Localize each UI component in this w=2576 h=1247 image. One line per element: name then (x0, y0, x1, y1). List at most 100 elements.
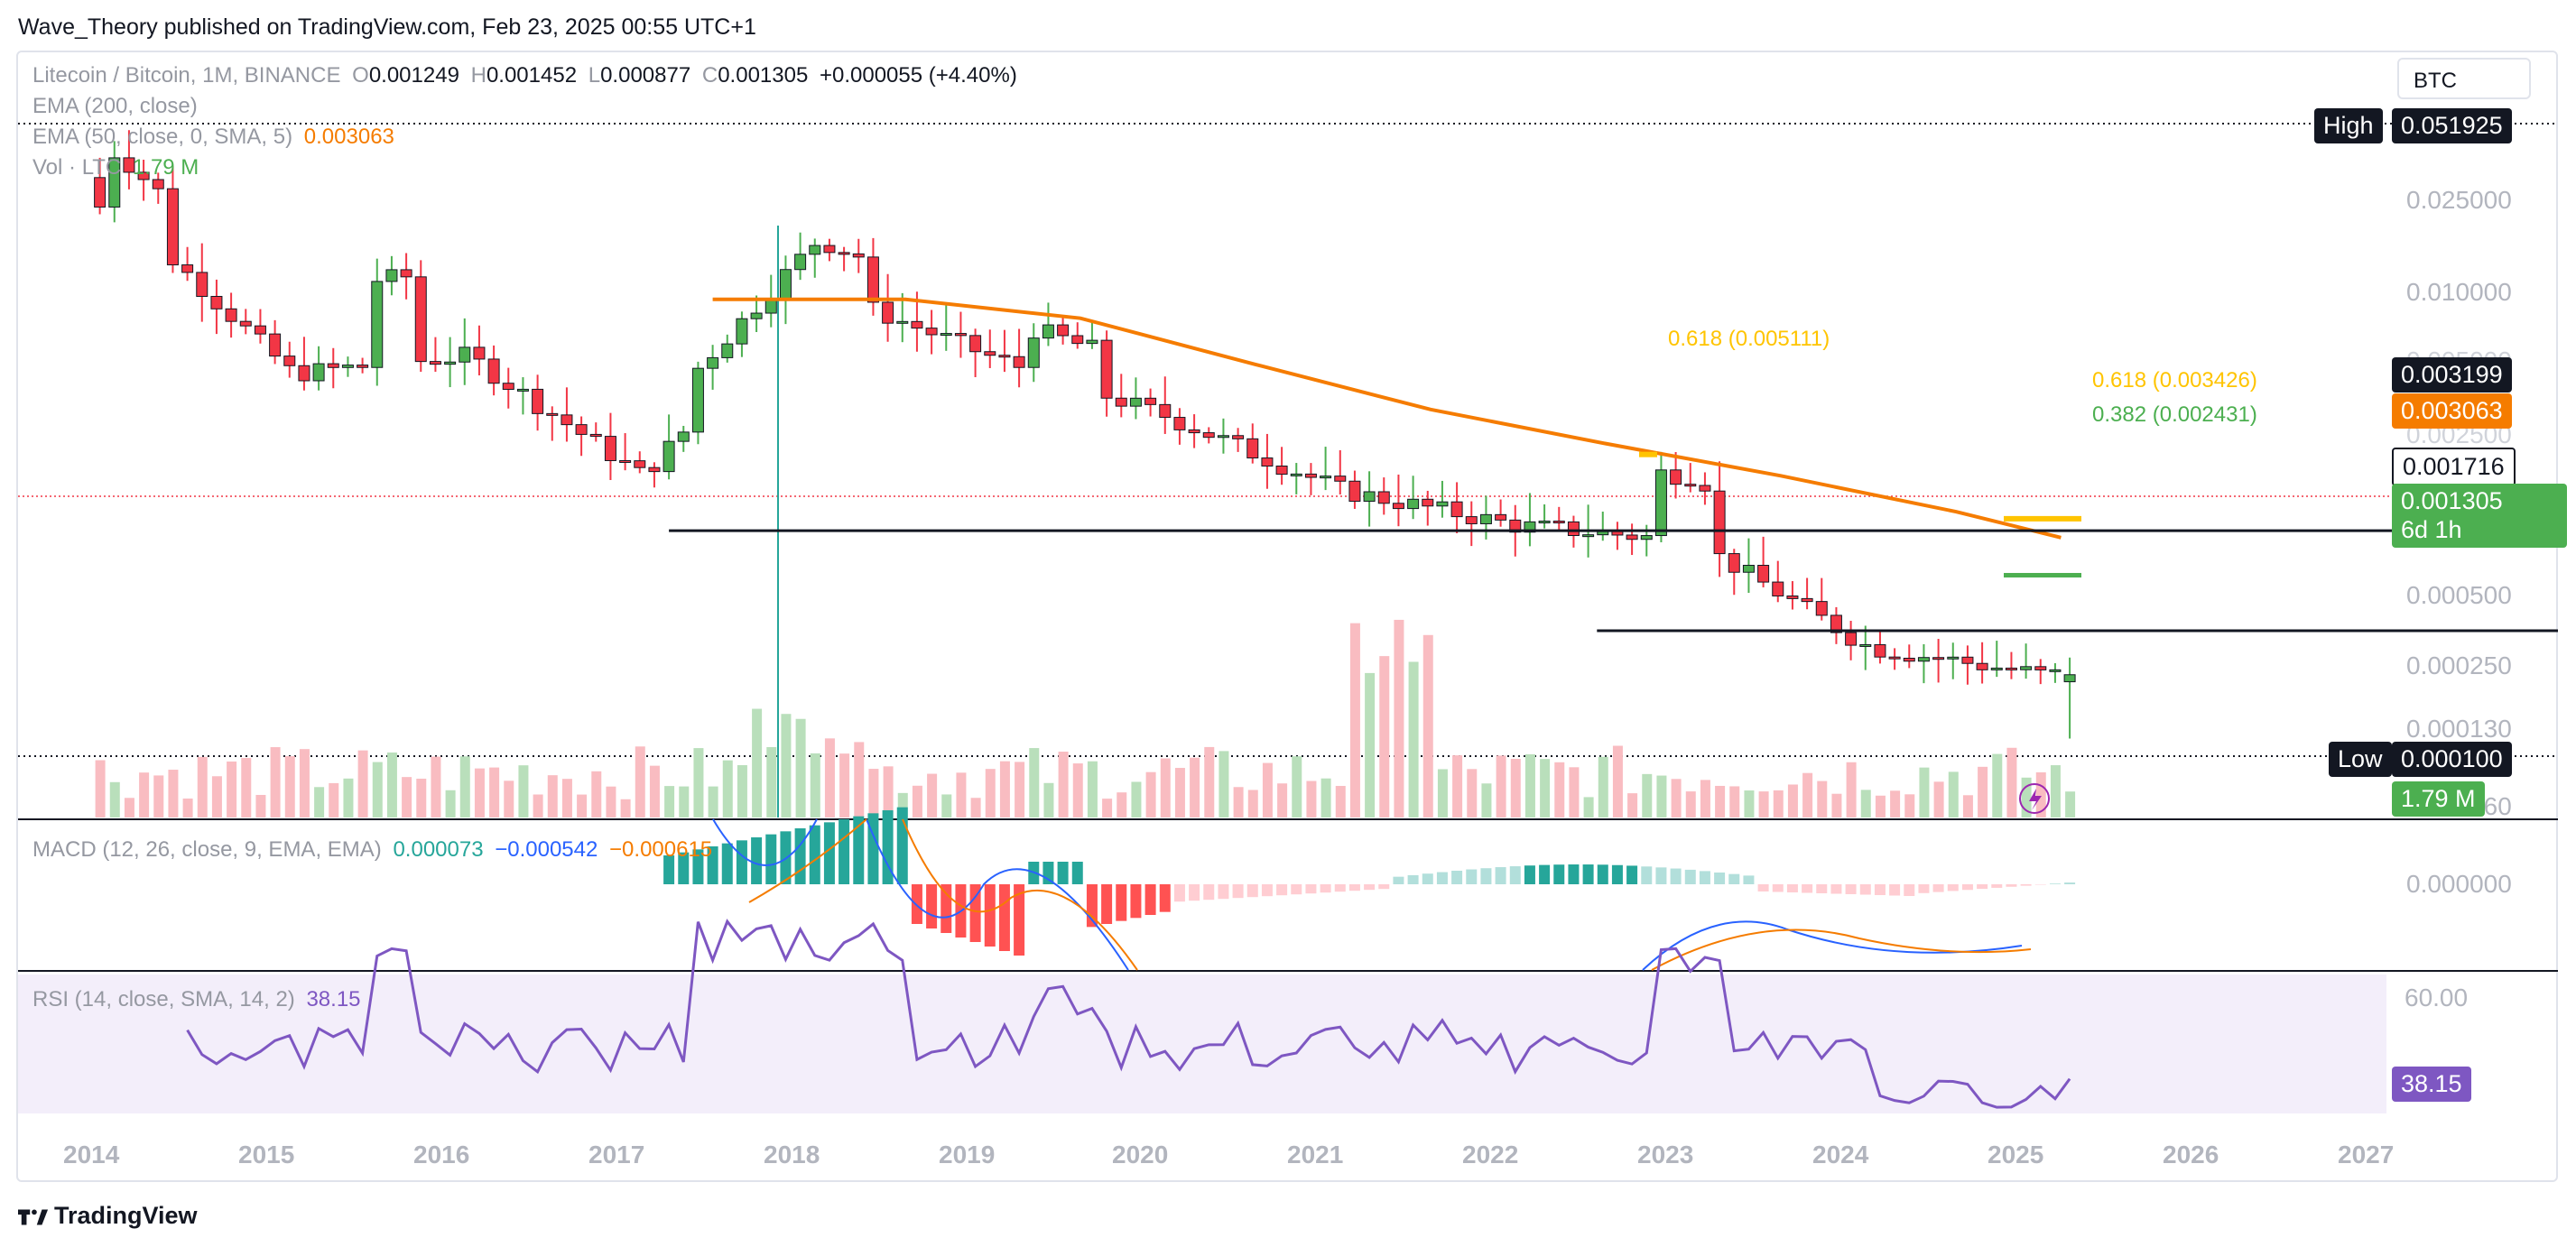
candle-body (269, 333, 282, 357)
tradingview-logo[interactable]: TradingView (18, 1202, 198, 1230)
x-tick: 2023 (1637, 1141, 1694, 1168)
candle-body (123, 157, 135, 173)
x-tick: 2024 (1812, 1141, 1869, 1168)
macd-hist-bar (1422, 873, 1433, 884)
ema200-legend[interactable]: EMA (200, close) (32, 94, 203, 119)
x-tick: 2015 (238, 1141, 295, 1168)
macd-hist-bar (867, 813, 879, 884)
candle-body (882, 301, 894, 324)
candle-body (181, 264, 194, 273)
candle-body (1684, 484, 1697, 487)
volume-bar (1043, 782, 1054, 817)
macd-hist-bar (969, 884, 981, 942)
candle-body (1874, 643, 1886, 658)
volume-bar (1452, 755, 1463, 817)
macd-hist-bar (1582, 864, 1594, 884)
candle-body (1320, 476, 1332, 479)
volume-bar (810, 753, 820, 817)
volume-bar (1860, 790, 1871, 817)
volume-bar (1802, 772, 1813, 817)
candle-body (1115, 397, 1127, 407)
macd-hist-bar (1772, 884, 1784, 892)
symbol-legend: Litecoin / Bitcoin, 1M, BINANCE O0.00124… (32, 63, 1017, 88)
macd-hist-bar (1014, 884, 1025, 956)
volume-bar (1642, 773, 1653, 817)
volume-bar (518, 765, 529, 817)
ema50-legend[interactable]: EMA (50, close, 0, SMA, 5) 0.003063 (32, 125, 400, 150)
volume-bar (139, 772, 150, 817)
macd-hist-bar (1743, 875, 1755, 884)
macd-hist-bar (1757, 884, 1769, 891)
volume-bar (897, 792, 908, 817)
macd-hist-bar (1276, 884, 1288, 896)
macd-hist-bar (1597, 864, 1608, 884)
macd-line (712, 818, 2023, 971)
macd-hist-bar (1728, 873, 1740, 884)
currency-selector[interactable]: BTC (2397, 58, 2531, 99)
volume-bar (357, 750, 368, 817)
candle-body (1290, 473, 1302, 476)
volume-bar (1569, 767, 1580, 817)
candle-body (1815, 601, 1828, 616)
macd-hist-bar (1684, 869, 1696, 884)
volume-bar (839, 753, 850, 817)
candle-body (196, 272, 208, 297)
macd-hist-bar (1116, 884, 1127, 921)
macd-hist-bar (1451, 870, 1463, 884)
macd-hist-bar (1568, 864, 1580, 884)
candle-body (1275, 466, 1288, 476)
macd-hist-bar (882, 810, 894, 884)
rsi-legend[interactable]: RSI (14, close, SMA, 14, 2) 38.15 (32, 987, 366, 1012)
symbol-name[interactable]: Litecoin / Bitcoin, 1M, BINANCE (32, 63, 341, 88)
candle-body (400, 269, 412, 278)
macd-hist-bar (1874, 884, 1886, 895)
candle-body (1626, 534, 1638, 540)
brand-name: TradingView (54, 1202, 198, 1229)
candle-body (1728, 553, 1740, 573)
volume-bar (1219, 751, 1229, 817)
volume-legend[interactable]: Vol · LTC 1.79 M (32, 155, 204, 180)
fib-mark (2004, 572, 2081, 577)
macd-hist-bar (1641, 866, 1653, 884)
candle-body (1859, 643, 1872, 647)
candle-body (940, 333, 952, 337)
volume-bar (970, 798, 981, 817)
volume-bar (635, 746, 645, 817)
ema50-value: 0.003063 (303, 125, 394, 149)
macd-hist-bar (1539, 864, 1551, 884)
candle-body (794, 254, 807, 271)
volume-bar (1729, 786, 1740, 817)
candle-body (1670, 469, 1682, 485)
volume-bar (1933, 781, 1944, 817)
candle-body (357, 365, 369, 368)
volume-bar (2035, 771, 2046, 817)
candle-body (750, 312, 763, 319)
candle-body (1013, 356, 1025, 368)
candle-body (721, 343, 734, 358)
macd-hist-bar (663, 855, 675, 884)
macd-hist-bar (2064, 882, 2076, 884)
candle-body (1202, 432, 1215, 439)
fib-mark (2004, 515, 2081, 522)
candle-body (459, 346, 471, 363)
volume-bar (620, 799, 631, 817)
volume-bar (1685, 791, 1696, 817)
candle-body (1567, 521, 1580, 537)
macd-hist-bar (1218, 884, 1229, 900)
fib-mark (1639, 451, 1657, 457)
volume-bar (781, 714, 792, 817)
volume-bar (1437, 769, 1448, 817)
open-value: 0.001249 (368, 63, 459, 88)
x-tick: 2021 (1287, 1141, 1344, 1168)
candle-body (312, 363, 325, 382)
candle-body (823, 245, 836, 254)
ema50-line (712, 297, 2062, 540)
volume-value: 1.79 M (132, 155, 199, 180)
volume-bar (1744, 790, 1755, 817)
x-tick: 2017 (588, 1141, 645, 1168)
macd-hist-bar (926, 884, 938, 928)
macd-legend[interactable]: MACD (12, 26, close, 9, EMA, EMA) 0.0000… (32, 837, 718, 863)
candle-body (1144, 397, 1157, 405)
macd-hist-bar (1334, 884, 1346, 892)
